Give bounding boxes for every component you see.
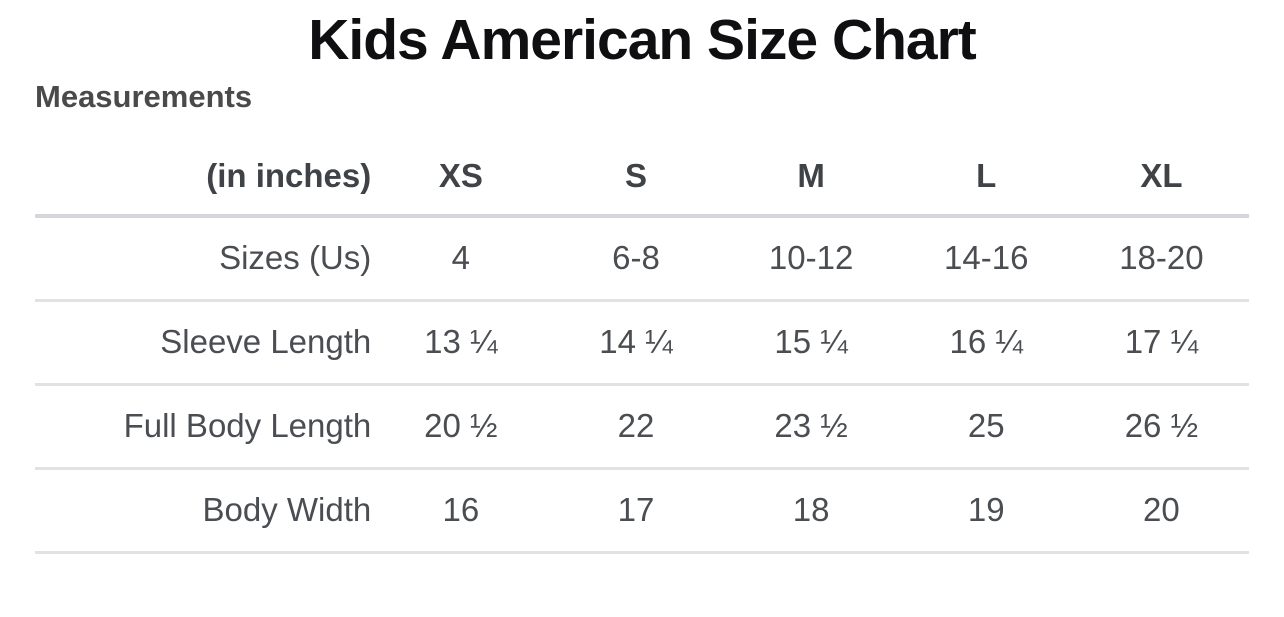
size-cell: 16 <box>373 468 549 554</box>
column-header-l: L <box>898 138 1074 218</box>
column-header-m: M <box>723 138 899 218</box>
size-cell: 26 ½ <box>1073 384 1249 470</box>
table-row-sizes-us: Sizes (Us) 4 6-8 10-12 14-16 18-20 <box>35 216 1249 302</box>
size-cell: 10-12 <box>723 216 899 302</box>
column-header-xl: XL <box>1073 138 1249 218</box>
size-chart-table: (in inches) XS S M L XL Sizes (Us) 4 6-8… <box>35 138 1249 554</box>
row-label: Sizes (Us) <box>35 216 374 302</box>
column-header-xs: XS <box>373 138 549 218</box>
size-cell: 14 ¼ <box>548 300 724 386</box>
row-label: Body Width <box>35 468 374 554</box>
size-cell: 19 <box>898 468 1074 554</box>
table-row-sleeve-length: Sleeve Length 13 ¼ 14 ¼ 15 ¼ 16 ¼ 17 ¼ <box>35 300 1249 386</box>
size-cell: 15 ¼ <box>723 300 899 386</box>
size-cell: 25 <box>898 384 1074 470</box>
unit-label: (in inches) <box>35 138 374 218</box>
size-cell: 6-8 <box>548 216 724 302</box>
size-cell: 17 ¼ <box>1073 300 1249 386</box>
size-cell: 14-16 <box>898 216 1074 302</box>
row-label: Full Body Length <box>35 384 374 470</box>
size-cell: 18 <box>723 468 899 554</box>
size-cell: 23 ½ <box>723 384 899 470</box>
table-row-full-body-length: Full Body Length 20 ½ 22 23 ½ 25 26 ½ <box>35 384 1249 470</box>
size-cell: 22 <box>548 384 724 470</box>
size-cell: 13 ¼ <box>373 300 549 386</box>
size-cell: 20 ½ <box>373 384 549 470</box>
column-header-s: S <box>548 138 724 218</box>
section-title-measurements: Measurements <box>35 79 253 114</box>
page-title: Kids American Size Chart <box>308 8 977 72</box>
row-label: Sleeve Length <box>35 300 374 386</box>
size-cell: 20 <box>1073 468 1249 554</box>
size-cell: 17 <box>548 468 724 554</box>
size-cell: 18-20 <box>1073 216 1249 302</box>
size-cell: 16 ¼ <box>898 300 1074 386</box>
table-header-row: (in inches) XS S M L XL <box>35 138 1249 218</box>
table-row-body-width: Body Width 16 17 18 19 20 <box>35 468 1249 554</box>
size-cell: 4 <box>373 216 549 302</box>
